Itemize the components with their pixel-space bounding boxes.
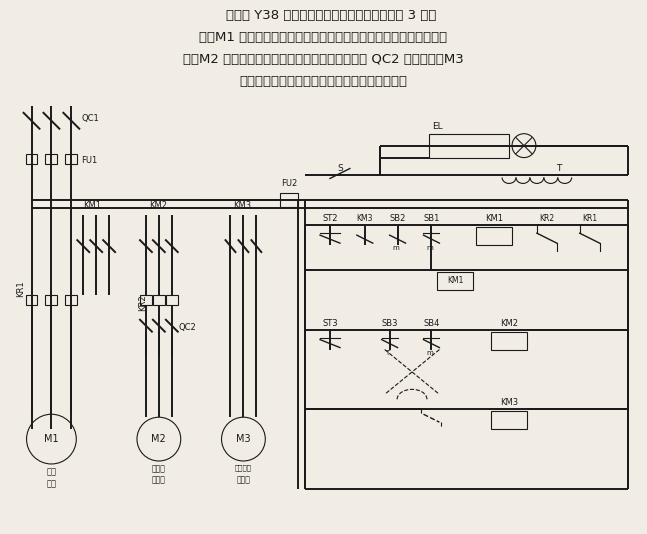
Text: KM1: KM1 (485, 214, 503, 223)
Text: 机，M1 为主电机，为典型的带热继电器过载保护的单向起动控制线: 机，M1 为主电机，为典型的带热继电器过载保护的单向起动控制线 (199, 31, 447, 44)
Text: KM3: KM3 (500, 398, 518, 407)
Text: SB4: SB4 (423, 319, 439, 328)
Bar (166, 295, 178, 305)
Text: SB2: SB2 (389, 214, 406, 223)
Bar (280, 193, 298, 207)
Text: m: m (426, 350, 433, 356)
Bar (430, 134, 509, 158)
Text: 为快速行程电动机，由可逆点动控制线路组成。: 为快速行程电动机，由可逆点动控制线路组成。 (239, 75, 407, 88)
Bar (26, 154, 38, 163)
Text: KR1: KR1 (582, 214, 597, 223)
Text: SB1: SB1 (423, 214, 439, 223)
Text: EL: EL (432, 122, 443, 131)
Text: T: T (386, 350, 389, 356)
Bar (491, 411, 527, 429)
Text: FU2: FU2 (281, 179, 298, 189)
Text: m: m (426, 245, 433, 251)
Text: S: S (337, 164, 343, 174)
Text: ST3: ST3 (322, 319, 338, 328)
Text: 动机: 动机 (47, 479, 56, 488)
Text: KR1: KR1 (17, 280, 26, 296)
Text: KM3: KM3 (356, 214, 373, 223)
Bar (437, 272, 473, 290)
Text: FU1: FU1 (82, 156, 98, 165)
Text: KM1: KM1 (83, 201, 101, 210)
Text: 电动机: 电动机 (152, 475, 166, 484)
Text: KM2: KM2 (149, 201, 167, 210)
Bar (26, 295, 38, 305)
Text: M2: M2 (151, 434, 166, 444)
Bar (65, 295, 77, 305)
Bar (45, 154, 58, 163)
Text: SB3: SB3 (381, 319, 398, 328)
Bar (476, 227, 512, 245)
Text: 所示为 Y38 型滚齿机电气原理图。主电路中有 3 台电: 所示为 Y38 型滚齿机电气原理图。主电路中有 3 台电 (210, 10, 437, 22)
Text: KM3: KM3 (234, 201, 252, 210)
Bar (65, 154, 77, 163)
Text: M1: M1 (44, 434, 59, 444)
Text: QC1: QC1 (82, 114, 99, 123)
Text: KM2: KM2 (500, 319, 518, 328)
Bar (153, 295, 165, 305)
Bar (140, 295, 152, 305)
Text: 路；M2 为冷却泵电机，随主电机起动后，用开关 QC2 进行操作；M3: 路；M2 为冷却泵电机，随主电机起动后，用开关 QC2 进行操作；M3 (182, 53, 463, 66)
Bar (45, 295, 58, 305)
Text: KR2: KR2 (539, 214, 554, 223)
Text: m: m (392, 245, 399, 251)
Text: 主电: 主电 (47, 467, 56, 476)
Bar (491, 332, 527, 350)
Text: KR2: KR2 (138, 295, 147, 311)
Text: ST2: ST2 (322, 214, 338, 223)
Text: T: T (556, 164, 562, 174)
Text: 电动机: 电动机 (237, 475, 250, 484)
Text: 冷却泵: 冷却泵 (152, 464, 166, 473)
Text: KM1: KM1 (447, 277, 463, 286)
Text: 快速行程: 快速行程 (235, 464, 252, 470)
Text: M3: M3 (236, 434, 251, 444)
Text: QC2: QC2 (179, 323, 197, 332)
